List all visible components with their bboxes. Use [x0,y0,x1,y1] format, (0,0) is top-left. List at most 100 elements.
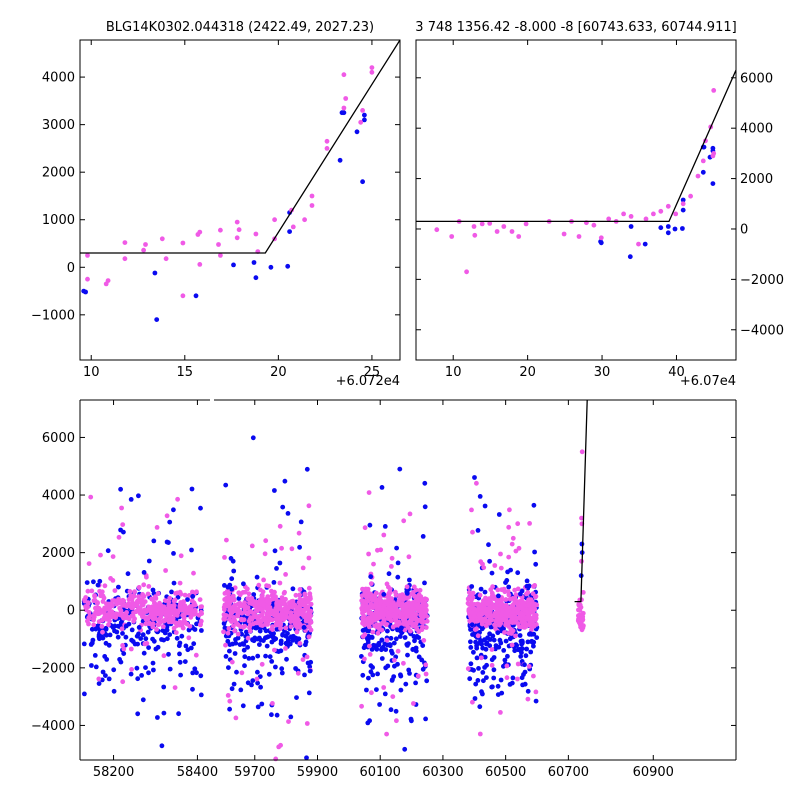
panel-bottom-seg2-1-series_b-point [239,616,244,622]
panel-top-left-series_b-point [85,276,90,282]
panel-bottom-seg2-3-series_a-point [482,503,488,509]
panel-bottom-seg1-series_a-point [136,625,142,630]
panel-bottom-seg2-1-series_b-point [296,530,302,536]
panel-bottom-seg2-1-series_b-point [272,647,277,653]
panel-bottom-seg2-1-series_b-point [254,676,260,682]
panel-top-left-series_b-point [143,242,148,247]
panel-bottom-seg2-1-series_a-point [254,574,260,580]
panel-bottom-seg2-2-series_b-point [370,629,376,635]
panel-bottom-seg1-series_a-point [183,643,189,649]
panel-bottom-seg2-3-series_a-point [482,665,487,670]
panel-bottom-seg2-1-series_a-point [269,659,275,664]
panel-bottom-seg2-2-series_a-point [388,707,394,713]
panel-top-right-series_b-point [501,224,507,229]
panel-bottom-seg2-1-series_b-point [259,594,265,600]
panel-bottom-seg2-1-series_a-point [294,695,299,700]
panel-bottom-seg2-2-series_a-point [402,746,408,752]
panel-bottom-seg2-1-series_b-point [249,543,255,549]
panel-bottom-seg1-series_b-point [189,598,195,604]
panel-bottom-seg2-2-series_b-point [387,590,393,595]
panel-bottom-seg1-series_a-point [190,670,196,676]
panel-bottom-seg1-series_b-point [129,667,135,672]
panel-bottom-seg2-2-series_b-point [384,731,389,737]
panel-bottom-event-point [576,613,581,619]
panel-bottom-seg2-3-series_b-point [492,563,498,568]
panel-bottom-seg2-3-series_b-point [475,633,481,639]
panel-bottom-seg2-1-series_b-point [273,756,279,762]
panel-bottom-seg2-1-series_a-point [255,653,261,659]
panel-bottom-seg2-3-series_b-point [506,592,512,598]
panel-bottom-seg2-2-series_b-point [363,586,369,592]
panel-bottom-seg2-2-series_b-point [359,593,365,599]
panel-bottom-seg2-1-series_b-point [222,616,228,622]
panel-bottom-seg1-series_b-point [85,601,91,606]
panel-top-left-title: BLG14K0302.044318 (2422.49, 2027.23) [106,20,374,35]
panel-top-right-series_b-point [434,227,440,233]
panel-bottom-seg1-series_a-point [167,632,173,637]
panel-bottom-seg1-series_a-point [120,631,125,636]
panel-bottom-seg1-series_b-point [86,561,92,566]
panel-bottom-seg1-series_b-point [108,576,113,581]
panel-bottom-seg2-1-series_b-point [306,555,312,561]
panel-bottom-seg2-2-series_a-point [422,480,428,486]
panel-bottom-seg1-series_b-point [125,603,131,609]
panel-bottom-seg2-1-series_b-point [226,592,232,597]
panel-top-left-series_b-point [234,235,240,241]
panel-bottom-seg2-2-series_b-point [408,602,413,608]
panel-bottom-seg2-2-series_a-point [365,640,371,645]
panel-top-right-series_a-point [680,226,685,231]
panel-bottom-seg1-series_b-point [136,594,142,600]
panel-bottom-seg2-1-series_b-point [222,607,227,612]
panel-bottom-seg2-2-series_b-point [402,627,408,633]
panel-bottom-seg2-3-series_b-point [513,548,519,554]
panel-bottom-seg2-2-series_b-point [420,599,426,605]
panel-bottom-seg2-1-series_a-point [250,637,255,642]
panel-bottom-seg1-series_a-point [166,540,171,545]
panel-bottom-seg1-series_a-point [182,659,188,664]
panel-bottom-seg2-1-series_a-point [257,642,262,647]
panel-top-left-x-offset: +6.072e4 [336,374,400,389]
panel-bottom-seg2-2-series_a-point [404,591,410,596]
panel-bottom-seg2-1-series_a-point [278,648,284,654]
panel-bottom-seg2-2-series_b-point [406,625,411,630]
panel-bottom-seg2-2-series_b-point [362,525,368,531]
panel-bottom-seg1-series_b-point [150,614,156,619]
panel-top-right-series_b-point [711,151,717,156]
panel-bottom-seg2-1-series_a-point [245,680,251,686]
panel-top-left-series_b-point [163,256,169,262]
panel-bottom-seg1-series_a-point [176,711,182,717]
panel-bottom-seg2-1-series_b-point [270,596,275,602]
panel-bottom-seg2-1-series_b-point [282,589,287,595]
panel-bottom-seg2-3-series_b-point [511,606,517,612]
panel-bottom-seg2-2-series_b-point [385,610,391,616]
panel-bottom-seg2-1-series_b-point [260,623,265,628]
panel-bottom-seg2-1-series_a-point [232,651,238,656]
panel-bottom-seg2-1-series_b-point [249,595,255,601]
panel-top-left-series_b-point [302,217,307,223]
panel-bottom-seg1-series_b-point [170,619,176,625]
panel-bottom-seg2-3-series_a-point [491,667,497,673]
panel-bottom-seg2-1-series_a-point [306,690,312,696]
panel-bottom-seg2-2-series_b-point [403,607,409,612]
panel-bottom-seg1-series_b-point [119,612,125,618]
panel-bottom-seg1-series_b-point [137,611,143,616]
panel-bottom-seg1-series_a-point [140,697,146,703]
panel-top-right-series_b-point [464,269,469,275]
panel-top-right: 3 748 1356.42 -8.000 -8 [60743.633, 6074… [415,20,784,389]
panel-top-left-ytick-label: 4000 [42,71,75,86]
panel-bottom-seg2-1-series_b-point [270,701,275,706]
panel-bottom-seg1-series_a-point [177,651,182,657]
panel-bottom-seg1-series_b-point [175,496,181,502]
panel-bottom-seg2-1-series_b-point [256,582,262,588]
panel-bottom-seg1-series_b-point [161,618,167,624]
panel-bottom-seg2-3-series_a-point [525,639,531,645]
panel-top-right-xtick-label: 30 [594,365,611,380]
panel-bottom-seg2-1-series_b-point [296,617,301,623]
panel-top-right-series_b-point [688,193,693,199]
panel-bottom-seg1-series_b-point [112,588,118,593]
panel-bottom-seg2-1-series_a-point [273,636,279,642]
panel-bottom-seg2-2-series_a-point [420,643,426,648]
panel-bottom-seg2-1-series_b-point [245,611,251,617]
panel-bottom-seg2-3-series_a-point [533,561,539,567]
panel-bottom-seg2-1-series_a-point [305,660,311,666]
